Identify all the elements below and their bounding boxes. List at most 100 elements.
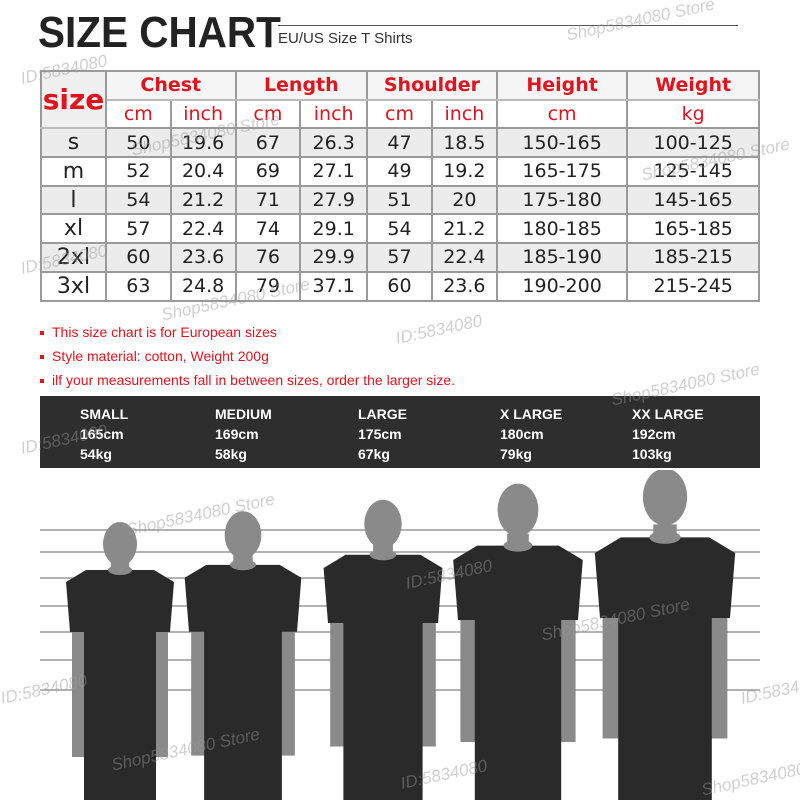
unit-cm: cm bbox=[495, 98, 629, 130]
model-size: SMALL bbox=[80, 406, 129, 422]
value-cell: 175-180 bbox=[495, 184, 629, 216]
value-cell: 100-125 bbox=[626, 127, 760, 159]
value-cell: 37.1 bbox=[299, 270, 369, 302]
model-silhouettes bbox=[40, 470, 760, 800]
value-cell: 185-190 bbox=[495, 242, 629, 273]
header-chest: Chest bbox=[104, 70, 237, 101]
value-cell: 21.2 bbox=[430, 213, 498, 245]
model-height: 192cm bbox=[632, 426, 676, 442]
notes-list: This size chart is for European sizes Sty… bbox=[40, 320, 455, 392]
bullet-icon bbox=[40, 355, 44, 360]
value-cell: 19.2 bbox=[430, 156, 498, 187]
title-divider bbox=[278, 25, 738, 26]
value-cell: 47 bbox=[366, 127, 433, 159]
model-figure bbox=[594, 470, 736, 800]
table-row: xl 57 22.4 74 29.1 54 21.2 180-185 165-185 bbox=[40, 213, 760, 245]
note-text: This size chart is for European sizes bbox=[52, 324, 277, 340]
unit-row: cm inch cm inch cm inch cm kg bbox=[41, 98, 760, 130]
value-cell: 27.1 bbox=[299, 156, 369, 187]
value-cell: 150-165 bbox=[495, 127, 629, 159]
value-cell: 57 bbox=[366, 242, 433, 273]
model-weight: 103kg bbox=[632, 446, 672, 462]
model-figure bbox=[453, 483, 583, 800]
value-cell: 21.2 bbox=[169, 184, 237, 216]
model-figure bbox=[66, 522, 174, 800]
watermark-text: Shop5834080 Store bbox=[564, 0, 717, 45]
value-cell: 29.1 bbox=[299, 213, 369, 245]
header-shoulder: Shoulder bbox=[366, 70, 498, 101]
model-figure bbox=[323, 499, 443, 800]
value-cell: 145-165 bbox=[626, 184, 760, 216]
size-cell: 2xl bbox=[40, 242, 107, 273]
value-cell: 76 bbox=[234, 242, 302, 273]
model-height: 175cm bbox=[358, 426, 402, 442]
model-size: LARGE bbox=[358, 406, 407, 422]
value-cell: 165-175 bbox=[495, 156, 629, 187]
size-cell: l bbox=[40, 184, 107, 216]
unit-kg: kg bbox=[626, 98, 760, 130]
model-size: X LARGE bbox=[500, 406, 563, 422]
value-cell: 23.6 bbox=[169, 242, 237, 273]
note-item: Style material: cotton, Weight 200g bbox=[40, 344, 455, 368]
value-cell: 20.4 bbox=[169, 156, 237, 187]
value-cell: 26.3 bbox=[299, 127, 369, 159]
value-cell: 54 bbox=[104, 184, 172, 216]
value-cell: 63 bbox=[104, 270, 172, 302]
model-info: MEDIUM 169cm 58kg bbox=[215, 404, 272, 464]
model-height: 169cm bbox=[215, 426, 259, 442]
value-cell: 180-185 bbox=[495, 213, 629, 245]
model-height: 180cm bbox=[500, 426, 544, 442]
model-weight: 79kg bbox=[500, 446, 532, 462]
table-row: m 52 20.4 69 27.1 49 19.2 165-175 125-145 bbox=[40, 156, 760, 187]
value-cell: 190-200 bbox=[495, 270, 629, 302]
note-item: ilf your measurements fall in between si… bbox=[40, 368, 455, 392]
value-cell: 27.9 bbox=[299, 184, 369, 216]
subtitle: EU/US Size T Shirts bbox=[278, 30, 413, 47]
size-cell: s bbox=[40, 127, 107, 159]
value-cell: 79 bbox=[234, 270, 302, 302]
value-cell: 69 bbox=[234, 156, 302, 187]
size-cell: m bbox=[40, 156, 107, 187]
bullet-icon bbox=[40, 379, 44, 384]
size-header: size bbox=[40, 69, 107, 130]
value-cell: 60 bbox=[104, 242, 172, 273]
value-cell: 71 bbox=[234, 184, 302, 216]
value-cell: 165-185 bbox=[626, 213, 760, 245]
header-length: Length bbox=[234, 70, 369, 101]
value-cell: 60 bbox=[366, 270, 433, 302]
unit-inch: inch bbox=[430, 98, 498, 130]
value-cell: 215-245 bbox=[626, 270, 760, 302]
value-cell: 52 bbox=[104, 156, 172, 187]
model-info: XX LARGE 192cm 103kg bbox=[632, 404, 704, 464]
value-cell: 49 bbox=[366, 156, 433, 187]
unit-cm: cm bbox=[366, 98, 433, 130]
note-text: Style material: cotton, Weight 200g bbox=[52, 348, 269, 364]
value-cell: 57 bbox=[104, 213, 172, 245]
value-cell: 18.5 bbox=[430, 127, 498, 159]
size-cell: 3xl bbox=[40, 270, 107, 302]
value-cell: 22.4 bbox=[430, 242, 498, 273]
header-row: size Chest Length Shoulder Height Weight bbox=[40, 69, 760, 130]
value-cell: 67 bbox=[234, 127, 302, 159]
value-cell: 185-215 bbox=[626, 242, 760, 273]
model-size: XX LARGE bbox=[632, 406, 704, 422]
value-cell: 125-145 bbox=[626, 156, 760, 187]
value-cell: 22.4 bbox=[169, 213, 237, 245]
value-cell: 24.8 bbox=[169, 270, 237, 302]
table-row: 2xl 60 23.6 76 29.9 57 22.4 185-190 185-215 bbox=[40, 242, 760, 273]
note-item: This size chart is for European sizes bbox=[40, 320, 455, 344]
model-figure bbox=[184, 511, 302, 800]
size-cell: xl bbox=[40, 213, 107, 245]
table-row: 3xl 63 24.8 79 37.1 60 23.6 190-200 215-245 bbox=[40, 270, 760, 302]
model-info: SMALL 165cm 54kg bbox=[80, 404, 128, 464]
header-weight: Weight bbox=[626, 70, 760, 101]
model-height: 165cm bbox=[80, 426, 124, 442]
model-info-band: SMALL 165cm 54kg MEDIUM 169cm 58kg LARGE 175cm 6… bbox=[40, 396, 760, 468]
table-row: s 50 19.6 67 26.3 47 18.5 150-165 100-125 bbox=[40, 127, 760, 159]
model-info: X LARGE 180cm 79kg bbox=[500, 404, 562, 464]
bullet-icon bbox=[40, 331, 44, 336]
table-row: l 54 21.2 71 27.9 51 20 175-180 145-165 bbox=[40, 184, 760, 216]
size-table: size Chest Length Shoulder Height Weight… bbox=[40, 69, 760, 302]
header-height: Height bbox=[495, 70, 629, 101]
unit-inch: inch bbox=[299, 98, 369, 130]
